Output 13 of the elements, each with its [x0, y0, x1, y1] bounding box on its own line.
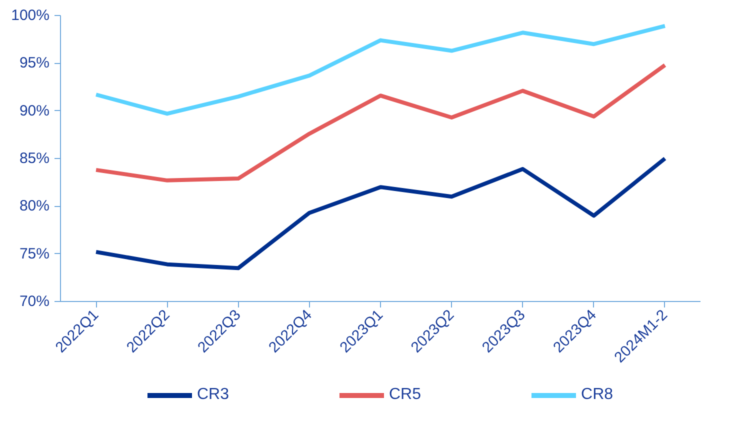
legend-label: CR5 — [388, 386, 422, 404]
y-tick-label: 95% — [19, 54, 50, 72]
y-tick-label: 70% — [19, 293, 50, 310]
y-tick-label: 90% — [19, 102, 50, 120]
line-series — [94, 24, 667, 116]
y-tick-label: 100% — [11, 7, 50, 24]
legend-label: CR8 — [581, 386, 614, 404]
y-tick-label: 80% — [19, 198, 50, 215]
line-series — [94, 156, 667, 270]
y-tick-label: 85% — [19, 150, 50, 167]
y-tick-label: 75% — [19, 245, 50, 262]
line-series — [94, 63, 667, 182]
legend-label: CR3 — [196, 386, 229, 404]
